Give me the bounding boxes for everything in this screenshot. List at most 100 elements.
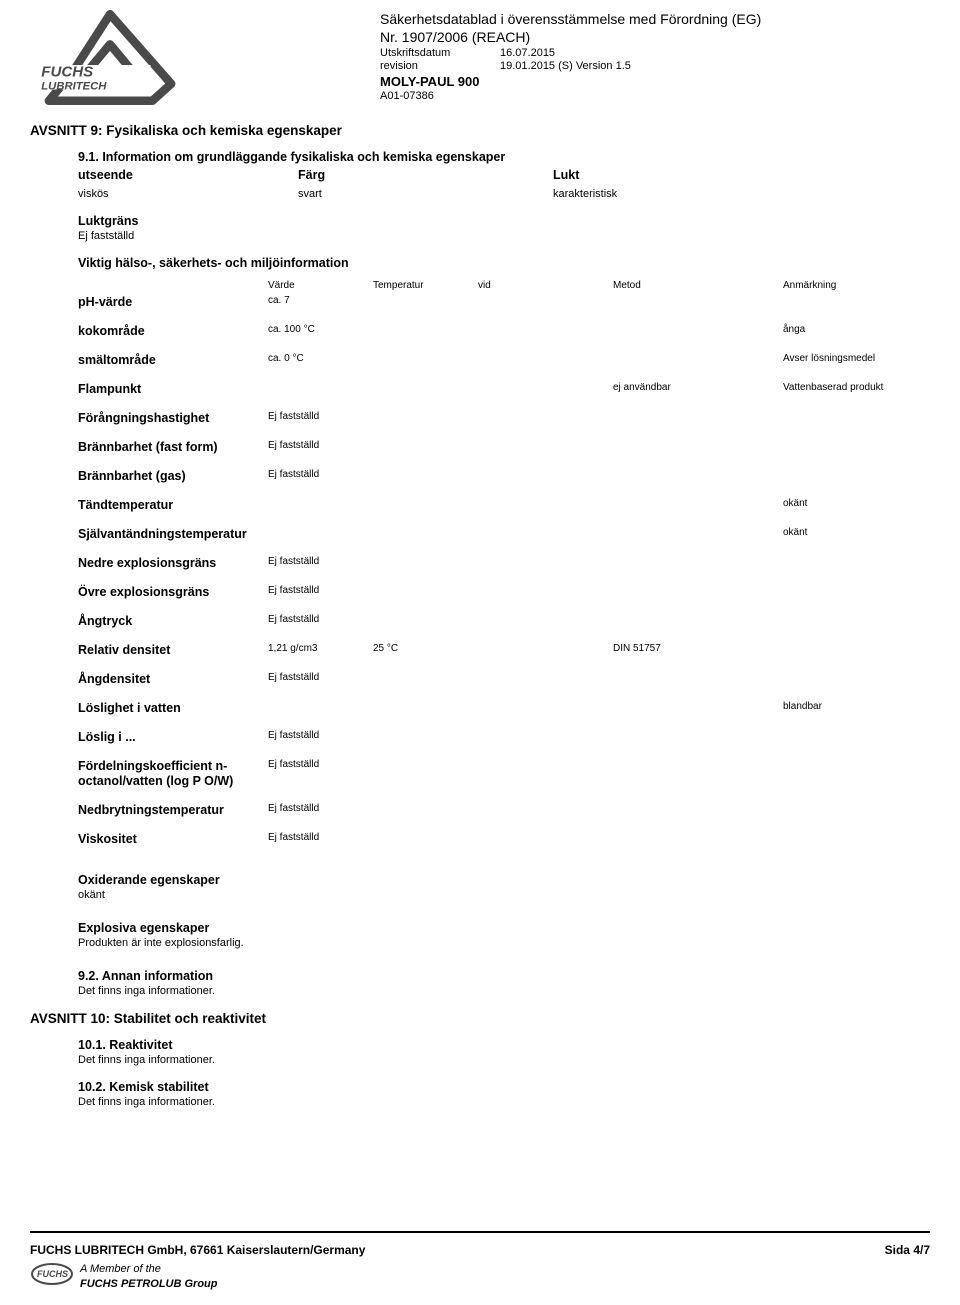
- doc-title-line-1: Säkerhetsdatablad i överensstämmelse med…: [380, 10, 930, 28]
- footer-page-number: Sida 4/7: [885, 1243, 930, 1257]
- fuchs-lubritech-logo: FUCHS LUBRITECH: [30, 10, 190, 105]
- svg-text:FUCHS: FUCHS: [37, 1269, 68, 1279]
- property-label: Nedbrytningstemperatur: [78, 803, 268, 818]
- odour-label: Lukt: [553, 168, 930, 182]
- property-value: Ej fastställd: [268, 730, 373, 741]
- property-label: smältområde: [78, 353, 268, 368]
- revision-label: revision: [380, 59, 500, 72]
- property-value: Ej fastställd: [268, 469, 373, 480]
- header-text: Säkerhetsdatablad i överensstämmelse med…: [210, 10, 930, 102]
- section-9-1-title: 9.1. Information om grundläggande fysika…: [78, 150, 930, 164]
- property-value: ca. 0 °C: [268, 353, 373, 364]
- property-note: okänt: [783, 527, 930, 538]
- property-label: Löslig i ...: [78, 730, 268, 745]
- property-value: ca. 7: [268, 295, 373, 306]
- oxidizing-label: Oxiderande egenskaper: [78, 873, 930, 887]
- property-label: Övre explosionsgräns: [78, 585, 268, 600]
- print-date-label: Utskriftsdatum: [380, 46, 500, 59]
- property-value: Ej fastställd: [268, 440, 373, 451]
- odour-value: karakteristisk: [553, 188, 930, 200]
- property-table-header: Värde Temperatur vid Metod Anmärkning: [78, 280, 930, 291]
- property-label: Brännbarhet (fast form): [78, 440, 268, 455]
- product-name: MOLY-PAUL 900: [380, 74, 930, 89]
- property-note: okänt: [783, 498, 930, 509]
- property-row: Relativ densitet1,21 g/cm325 °C DIN 51757: [78, 643, 930, 658]
- property-label: pH-värde: [78, 295, 268, 310]
- section-10-1-value: Det finns inga informationer.: [78, 1054, 930, 1066]
- appearance-value: viskös: [78, 188, 298, 200]
- property-note: Avser lösningsmedel: [783, 353, 930, 364]
- property-value: Ej fastställd: [268, 803, 373, 814]
- property-label: Flampunkt: [78, 382, 268, 397]
- footer-company: FUCHS LUBRITECH GmbH, 67661 Kaiserslaute…: [30, 1243, 365, 1259]
- section-10-title: AVSNITT 10: Stabilitet och reaktivitet: [30, 1011, 930, 1026]
- property-label: Förångningshastighet: [78, 411, 268, 426]
- property-row: Övre explosionsgränsEj fastställd: [78, 585, 930, 600]
- property-value: Ej fastställd: [268, 614, 373, 625]
- oxidizing-value: okänt: [78, 889, 930, 901]
- section-9-2-label: 9.2. Annan information: [78, 969, 930, 983]
- property-label: Löslighet i vatten: [78, 701, 268, 716]
- col-header-vid: vid: [478, 280, 613, 291]
- property-label: Tändtemperatur: [78, 498, 268, 513]
- col-header-value: Värde: [268, 280, 373, 291]
- section-10-2-label: 10.2. Kemisk stabilitet: [78, 1080, 930, 1094]
- property-temperature: 25 °C: [373, 643, 478, 654]
- fuchs-footer-logo-icon: FUCHS: [30, 1262, 74, 1286]
- property-row: Brännbarhet (gas)Ej fastställd: [78, 469, 930, 484]
- property-row: FörångningshastighetEj fastställd: [78, 411, 930, 426]
- svg-text:LUBRITECH: LUBRITECH: [41, 81, 107, 93]
- property-row: Självantändningstemperatur okänt: [78, 527, 930, 542]
- property-row: Tändtemperatur okänt: [78, 498, 930, 513]
- property-label: kokområde: [78, 324, 268, 339]
- important-info-label: Viktig hälso-, säkerhets- och miljöinfor…: [78, 256, 930, 270]
- property-label: Fördelningskoefficient n-octanol/vatten …: [78, 759, 268, 789]
- property-row: Fördelningskoefficient n-octanol/vatten …: [78, 759, 930, 789]
- property-value: Ej fastställd: [268, 556, 373, 567]
- explosive-value: Produkten är inte explosionsfarlig.: [78, 937, 930, 949]
- property-note: blandbar: [783, 701, 930, 712]
- product-code: A01-07386: [380, 90, 930, 102]
- property-row: ViskositetEj fastställd: [78, 832, 930, 847]
- property-row: kokområdeca. 100 °C ånga: [78, 324, 930, 339]
- col-header-temp: Temperatur: [373, 280, 478, 291]
- section-10-1-label: 10.1. Reaktivitet: [78, 1038, 930, 1052]
- odour-threshold-value: Ej fastställd: [78, 230, 930, 242]
- property-row: Löslighet i vatten blandbar: [78, 701, 930, 716]
- page-header: FUCHS LUBRITECH Säkerhetsdatablad i över…: [30, 10, 930, 105]
- section-9-2-value: Det finns inga informationer.: [78, 985, 930, 997]
- revision-value: 19.01.2015 (S) Version 1.5: [500, 59, 631, 72]
- property-value: ca. 100 °C: [268, 324, 373, 335]
- property-value: 1,21 g/cm3: [268, 643, 373, 654]
- property-row: NedbrytningstemperaturEj fastställd: [78, 803, 930, 818]
- property-label: Brännbarhet (gas): [78, 469, 268, 484]
- footer-group: FUCHS PETROLUB Group: [80, 1277, 218, 1291]
- property-row: Flampunktej användbarVattenbaserad produ…: [78, 382, 930, 397]
- appearance-label: utseende: [78, 168, 298, 182]
- explosive-label: Explosiva egenskaper: [78, 921, 930, 935]
- property-label: Självantändningstemperatur: [78, 527, 268, 542]
- property-label: Viskositet: [78, 832, 268, 847]
- logo-container: FUCHS LUBRITECH: [30, 10, 210, 105]
- page-footer: FUCHS LUBRITECH GmbH, 67661 Kaiserslaute…: [0, 1231, 960, 1305]
- property-value: Ej fastställd: [268, 585, 373, 596]
- property-value: Ej fastställd: [268, 411, 373, 422]
- property-row: Brännbarhet (fast form)Ej fastställd: [78, 440, 930, 455]
- property-label: Relativ densitet: [78, 643, 268, 658]
- svg-text:FUCHS: FUCHS: [41, 63, 93, 80]
- property-row: Löslig i ...Ej fastställd: [78, 730, 930, 745]
- property-row: ÅngdensitetEj fastställd: [78, 672, 930, 687]
- doc-title-line-2: Nr. 1907/2006 (REACH): [380, 28, 930, 46]
- section-10-2-value: Det finns inga informationer.: [78, 1096, 930, 1108]
- col-header-method: Metod: [613, 280, 783, 291]
- property-value: Ej fastställd: [268, 759, 373, 770]
- odour-threshold-label: Luktgräns: [78, 214, 930, 228]
- property-method: ej användbar: [613, 382, 783, 393]
- property-label: Ångtryck: [78, 614, 268, 629]
- property-method: DIN 51757: [613, 643, 783, 654]
- property-note: ånga: [783, 324, 930, 335]
- print-date-value: 16.07.2015: [500, 46, 631, 59]
- property-label: Nedre explosionsgräns: [78, 556, 268, 571]
- colour-label: Färg: [298, 168, 553, 182]
- property-label: Ångdensitet: [78, 672, 268, 687]
